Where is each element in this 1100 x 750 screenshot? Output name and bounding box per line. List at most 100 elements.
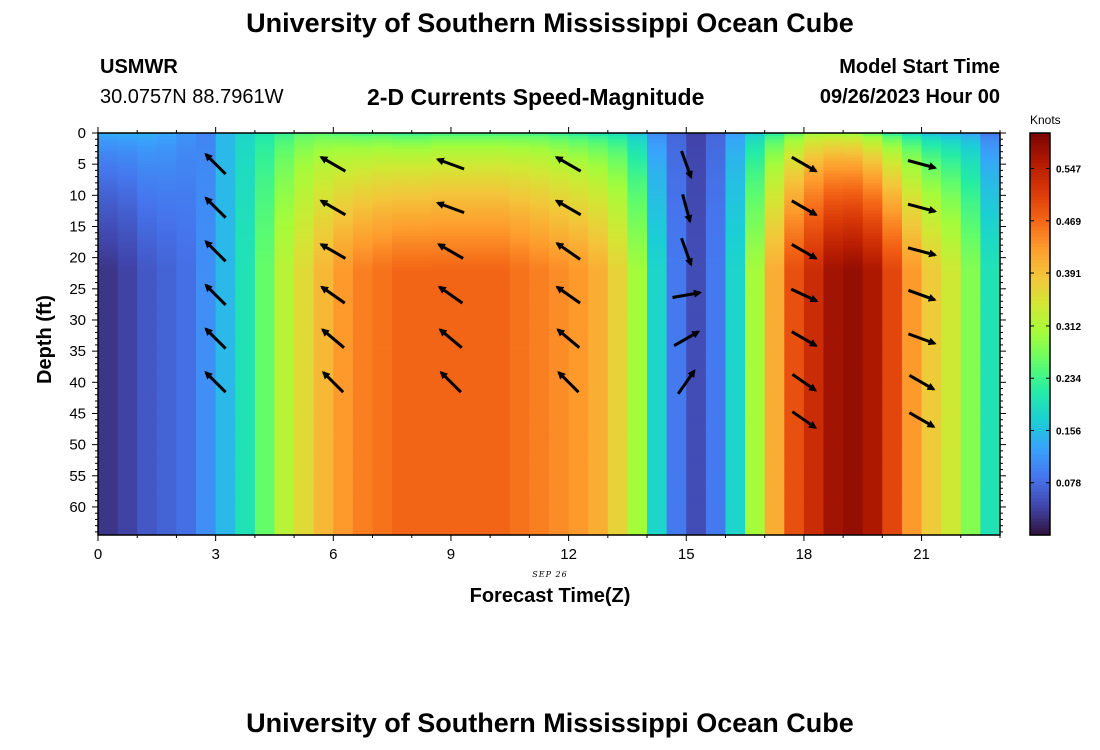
heatmap-cell xyxy=(470,394,491,399)
heatmap-cell xyxy=(196,510,217,514)
heatmap-cell xyxy=(529,363,550,368)
heatmap-cell xyxy=(568,229,589,234)
heatmap-cell xyxy=(450,447,472,452)
heatmap-cell xyxy=(333,494,354,499)
heatmap-cell xyxy=(333,257,354,262)
heatmap-cell xyxy=(196,291,217,296)
heatmap-cell xyxy=(784,475,805,480)
heatmap-cell xyxy=(509,332,530,337)
heatmap-cell xyxy=(627,198,648,203)
heatmap-cell xyxy=(627,425,648,430)
heatmap-cell xyxy=(803,276,825,281)
heatmap-cell xyxy=(156,397,178,402)
heatmap-cell xyxy=(117,354,138,358)
heatmap-cell xyxy=(666,157,687,162)
heatmap-cell xyxy=(627,491,648,496)
heatmap-cell xyxy=(823,316,844,321)
heatmap-cell xyxy=(294,161,315,165)
heatmap-cell xyxy=(450,201,472,206)
heatmap-cell xyxy=(392,167,413,171)
heatmap-cell xyxy=(333,510,354,514)
heatmap-cell xyxy=(117,254,138,259)
heatmap-cell xyxy=(588,232,609,237)
heatmap-cell xyxy=(470,441,491,446)
heatmap-cell xyxy=(431,397,452,402)
heatmap-cell xyxy=(254,179,276,184)
heatmap-cell xyxy=(235,435,256,439)
heatmap-cell xyxy=(803,257,825,262)
heatmap-cell xyxy=(803,214,825,218)
heatmap-cell xyxy=(333,457,354,461)
heatmap-cell xyxy=(823,170,844,175)
heatmap-cell xyxy=(392,301,413,305)
heatmap-cell xyxy=(352,304,374,309)
heatmap-cell xyxy=(803,447,825,452)
heatmap-cell xyxy=(156,488,178,492)
heatmap-cell xyxy=(254,242,276,246)
heatmap-cell xyxy=(117,391,138,396)
heatmap-cell xyxy=(156,164,178,168)
heatmap-cell xyxy=(235,432,256,436)
heatmap-cell xyxy=(686,506,707,511)
heatmap-cell xyxy=(176,525,197,530)
heatmap-cell xyxy=(725,232,746,237)
heatmap-cell xyxy=(745,419,766,424)
heatmap-cell xyxy=(745,338,766,343)
heatmap-cell xyxy=(98,385,119,390)
heatmap-cell xyxy=(352,313,374,318)
heatmap-cell xyxy=(490,260,511,265)
heatmap-cell xyxy=(274,482,295,486)
heatmap-cell xyxy=(294,257,315,262)
heatmap-cell xyxy=(549,385,570,390)
heatmap-cell xyxy=(666,379,687,383)
heatmap-cell xyxy=(235,332,256,337)
heatmap-cell xyxy=(529,394,550,399)
heatmap-cell xyxy=(156,357,178,362)
heatmap-cell xyxy=(549,463,570,468)
heatmap-cell xyxy=(588,410,609,415)
x-axis-title: Forecast Time(Z) xyxy=(469,585,631,607)
heatmap-cell xyxy=(411,488,432,492)
heatmap-cell xyxy=(509,198,530,203)
heatmap-cell xyxy=(411,288,432,293)
heatmap-cell xyxy=(411,463,432,468)
heatmap-cell xyxy=(764,313,785,318)
heatmap-cell xyxy=(254,254,276,259)
heatmap-cell xyxy=(627,351,648,355)
heatmap-cell xyxy=(509,351,530,355)
heatmap-cell xyxy=(725,270,746,274)
heatmap-cell xyxy=(254,435,276,439)
heatmap-cell xyxy=(431,453,452,458)
heatmap-cell xyxy=(411,220,432,224)
heatmap-cell xyxy=(705,295,727,299)
heatmap-cell xyxy=(627,469,648,474)
heatmap-cell xyxy=(313,235,334,240)
heatmap-cell xyxy=(294,351,315,355)
heatmap-cell xyxy=(117,488,138,492)
heatmap-cell xyxy=(568,145,589,150)
heatmap-cell xyxy=(568,226,589,231)
heatmap-cell xyxy=(98,357,119,362)
heatmap-cell xyxy=(647,425,668,430)
heatmap-cell xyxy=(411,310,432,315)
heatmap-cell xyxy=(176,285,197,290)
heatmap-cell xyxy=(392,176,413,181)
heatmap-cell xyxy=(274,217,295,221)
heatmap-cell xyxy=(803,323,825,327)
heatmap-cell xyxy=(509,369,530,374)
heatmap-cell xyxy=(176,288,197,293)
heatmap-cell xyxy=(803,351,825,355)
heatmap-cell xyxy=(607,425,629,430)
heatmap-cell xyxy=(254,444,276,449)
heatmap-cell xyxy=(607,494,629,499)
heatmap-cell xyxy=(686,176,707,181)
heatmap-cell xyxy=(784,145,805,150)
heatmap-cell xyxy=(156,229,178,234)
heatmap-cell xyxy=(352,238,374,243)
heatmap-cell xyxy=(686,270,707,274)
heatmap-cell xyxy=(450,450,472,455)
heatmap-cell xyxy=(117,229,138,234)
heatmap-cell xyxy=(156,441,178,446)
heatmap-cell xyxy=(254,432,276,436)
heatmap-cell xyxy=(627,416,648,421)
